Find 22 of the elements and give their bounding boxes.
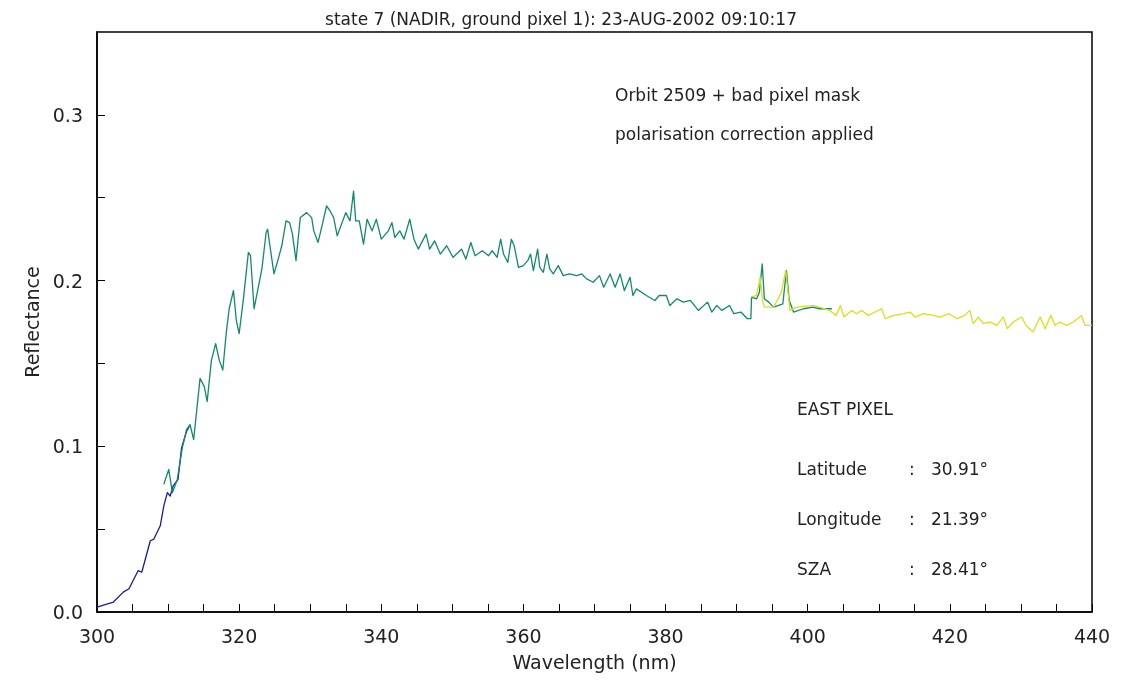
text: Latitude : 30.91°: [797, 458, 989, 479]
annotation: Orbit 2509 + bad pixel mask: [615, 84, 861, 105]
text: SZA : 28.41°: [797, 558, 989, 579]
y-tick-label: 0.0: [52, 601, 83, 623]
x-tick-label: 420: [931, 624, 968, 647]
x-tick-label: 440: [1073, 624, 1111, 647]
y-tick-label: 0.3: [52, 103, 83, 126]
y-tick-label: 0.1: [52, 435, 83, 458]
y-axis-title: Reflectance: [21, 266, 44, 378]
x-tick-label: 320: [221, 624, 258, 647]
annotation: polarisation correction applied: [615, 123, 874, 144]
x-tick-label: 340: [363, 624, 400, 647]
annotation: EAST PIXEL: [797, 398, 894, 419]
x-tick-label: 400: [789, 624, 826, 647]
x-tick-label: 360: [505, 624, 542, 647]
x-tick-label: 380: [647, 624, 684, 647]
x-axis-title: Wavelength (nm): [512, 650, 677, 673]
text: Longitude : 21.39°: [797, 508, 989, 529]
y-tick-label: 0.2: [52, 269, 83, 292]
line-series: [750, 269, 1093, 333]
x-tick-label: 300: [78, 624, 116, 647]
chart-title: state 7 (NADIR, ground pixel 1): 23-AUG-2002 09:10:17: [325, 8, 797, 29]
